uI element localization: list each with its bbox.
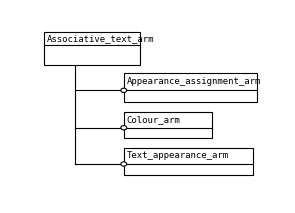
Bar (124, 148, 253, 175)
Circle shape (121, 126, 127, 130)
Bar (124, 73, 258, 102)
Text: Associative_text_arm: Associative_text_arm (47, 34, 155, 43)
Text: Colour_arm: Colour_arm (127, 116, 180, 125)
Circle shape (121, 162, 127, 166)
Bar (124, 112, 212, 138)
Circle shape (121, 88, 127, 92)
Text: Text_appearance_arm: Text_appearance_arm (127, 151, 229, 160)
Bar (44, 32, 140, 65)
Text: Appearance_assignment_arm: Appearance_assignment_arm (127, 77, 261, 86)
